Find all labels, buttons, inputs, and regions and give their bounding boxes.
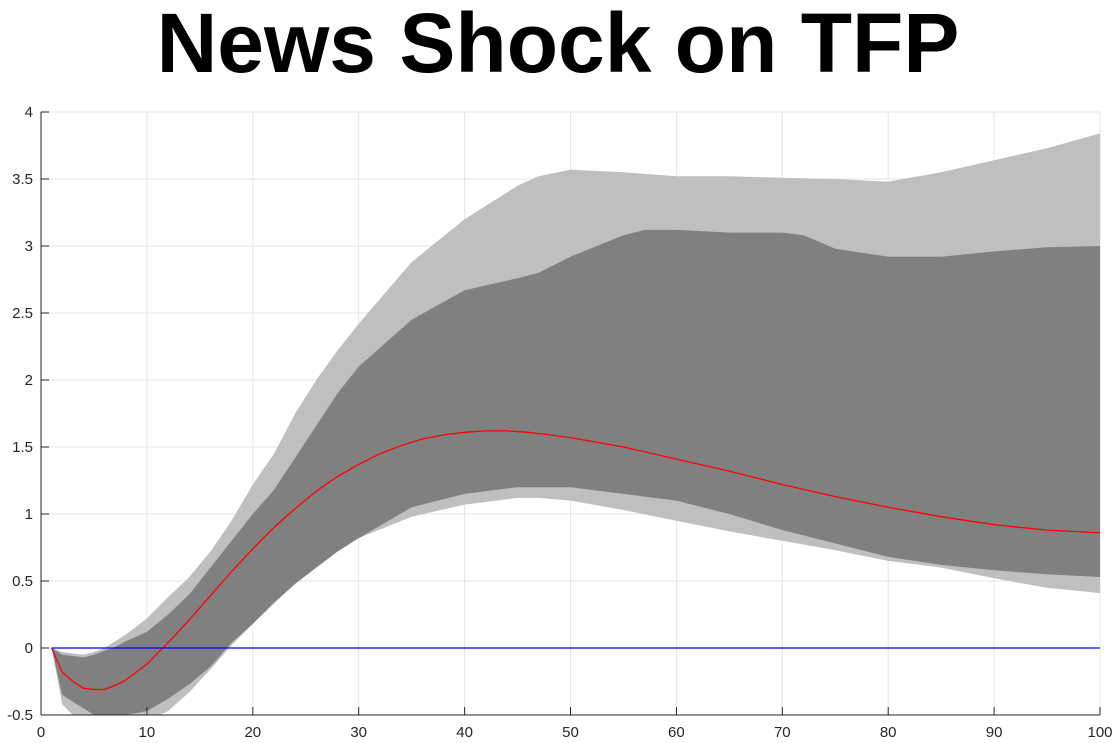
y-tick-label: 3 <box>25 238 33 255</box>
x-tick-label: 50 <box>562 724 579 741</box>
response-lines <box>51 430 1100 691</box>
x-tick-label: 80 <box>880 724 897 741</box>
axes <box>40 111 1101 716</box>
x-tick-label: 100 <box>1087 724 1112 741</box>
y-tick-label: 2 <box>25 372 33 389</box>
y-tick-label: 1 <box>25 506 33 523</box>
x-tick-label: 0 <box>37 724 45 741</box>
median-line <box>51 430 1100 691</box>
x-tick-label: 60 <box>668 724 685 741</box>
chart-title: News Shock on TFP <box>156 0 960 90</box>
y-tick-label: -0.5 <box>7 707 33 724</box>
y-tick-label: 4 <box>25 104 33 121</box>
confidence-bands <box>51 133 1100 715</box>
x-tick-label: 70 <box>774 724 791 741</box>
x-tick-label: 30 <box>350 724 367 741</box>
inner-band <box>51 229 1100 715</box>
y-tick-label: 0 <box>25 640 33 657</box>
x-tick-label: 90 <box>986 724 1003 741</box>
x-tick-label: 20 <box>244 724 261 741</box>
x-tick-label: 40 <box>456 724 473 741</box>
y-tick-label: 2.5 <box>12 305 33 322</box>
y-tick-label: 3.5 <box>12 171 33 188</box>
tick-labels: 0 10 20 30 40 50 60 70 80 90 100-0.500.511.522.533… <box>7 104 1112 741</box>
y-tick-label: 0.5 <box>12 573 33 590</box>
y-tick-label: 1.5 <box>12 439 33 456</box>
x-tick-label: 10 <box>139 724 156 741</box>
